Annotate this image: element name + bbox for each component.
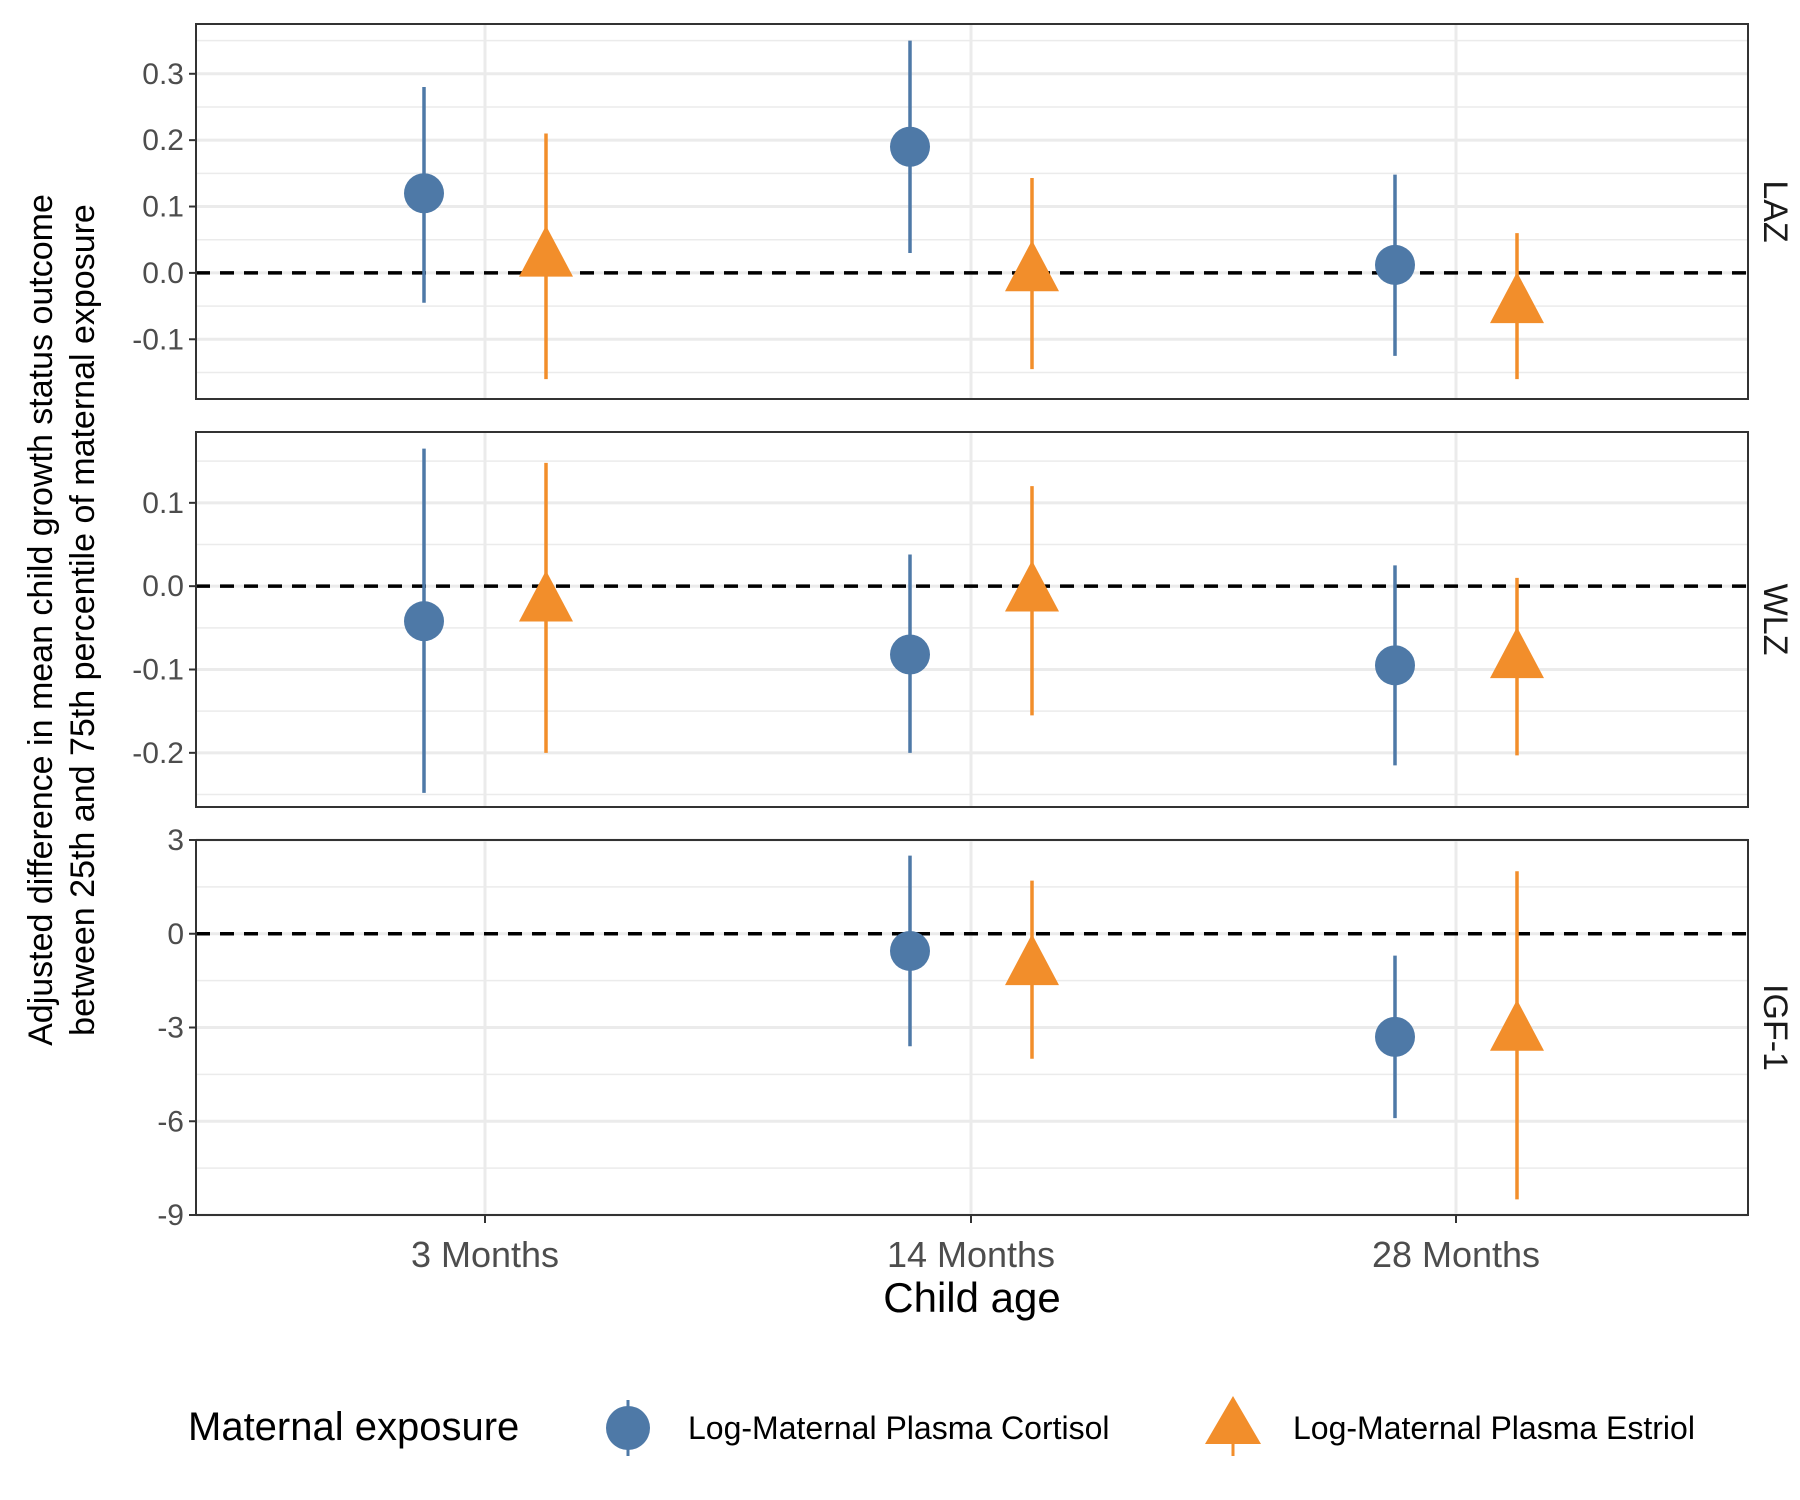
- y-tick-label: 0.2: [142, 124, 184, 157]
- facet-label-igf-1: IGF-1: [1756, 984, 1794, 1071]
- y-tick-label: -9: [157, 1199, 184, 1232]
- legend-key-estriol-triangle: [1205, 1396, 1261, 1444]
- y-axis-title-line2: between 25th and 75th percentile of mate…: [64, 204, 102, 1036]
- legend: Maternal exposure Log-Maternal Plasma Co…: [188, 1396, 1695, 1456]
- cortisol-point: [890, 930, 930, 971]
- x-tick-label: 28 Months: [1372, 1234, 1540, 1275]
- x-tick-label: 14 Months: [887, 1234, 1055, 1275]
- y-tick-label: -0.1: [132, 654, 184, 687]
- cortisol-point: [890, 634, 930, 675]
- cortisol-point: [1375, 645, 1415, 686]
- estriol-point: [1490, 627, 1544, 679]
- x-axis-title: Child age: [883, 1274, 1060, 1321]
- y-tick-label: -0.1: [132, 323, 184, 356]
- panel-igf-1: -9 -6 -3 0 3 IGF-1: [157, 824, 1794, 1232]
- y-tick-label: 0.1: [142, 191, 184, 224]
- y-tick-label: 0: [167, 918, 184, 951]
- cortisol-point: [404, 173, 444, 214]
- y-axis-title-line1: Adjusted difference in mean child growth…: [22, 194, 60, 1046]
- y-tick-label: 0.0: [142, 570, 184, 603]
- y-axis-title: Adjusted difference in mean child growth…: [22, 194, 102, 1046]
- y-tick-label: 0.1: [142, 487, 184, 520]
- legend-label-cortisol: Log-Maternal Plasma Cortisol: [688, 1410, 1110, 1446]
- panels-layer: -0.1 0.0 0.1 0.2 0.3 LAZ -0.2 -0.1 0.0 0.1 WLZ -9 -6…: [132, 23, 1794, 1232]
- cortisol-point: [890, 126, 930, 167]
- legend-key-estriol: [1205, 1396, 1261, 1456]
- cortisol-point: [1375, 244, 1415, 285]
- legend-key-cortisol-circle: [606, 1406, 650, 1450]
- y-tick-label: -6: [157, 1105, 184, 1138]
- estriol-point: [1490, 999, 1544, 1051]
- facet-label-wlz: WLZ: [1756, 584, 1794, 656]
- estriol-point: [519, 225, 573, 277]
- y-tick-label: -3: [157, 1012, 184, 1045]
- estriol-point: [1005, 934, 1059, 986]
- y-tick-label: -0.2: [132, 737, 184, 770]
- estriol-point: [1490, 272, 1544, 324]
- panel-laz: -0.1 0.0 0.1 0.2 0.3 LAZ: [132, 23, 1794, 400]
- panel-border: [195, 431, 1749, 808]
- x-tick-label: 3 Months: [411, 1234, 559, 1275]
- facet-label-laz: LAZ: [1756, 180, 1794, 242]
- panel-border: [195, 23, 1749, 400]
- estriol-point: [1005, 240, 1059, 292]
- x-axis: 3 Months 14 Months 28 Months: [411, 1215, 1540, 1275]
- legend-title: Maternal exposure: [188, 1405, 519, 1449]
- legend-label-estriol: Log-Maternal Plasma Estriol: [1293, 1410, 1695, 1446]
- y-tick-label: 0.0: [142, 257, 184, 290]
- cortisol-point: [1375, 1016, 1415, 1057]
- panel-wlz: -0.2 -0.1 0.0 0.1 WLZ: [132, 431, 1794, 808]
- legend-key-cortisol: [606, 1400, 650, 1456]
- estriol-point: [519, 570, 573, 622]
- cortisol-point: [404, 601, 444, 642]
- estriol-point: [1005, 560, 1059, 612]
- y-tick-label: 3: [167, 824, 184, 857]
- y-tick-label: 0.3: [142, 58, 184, 91]
